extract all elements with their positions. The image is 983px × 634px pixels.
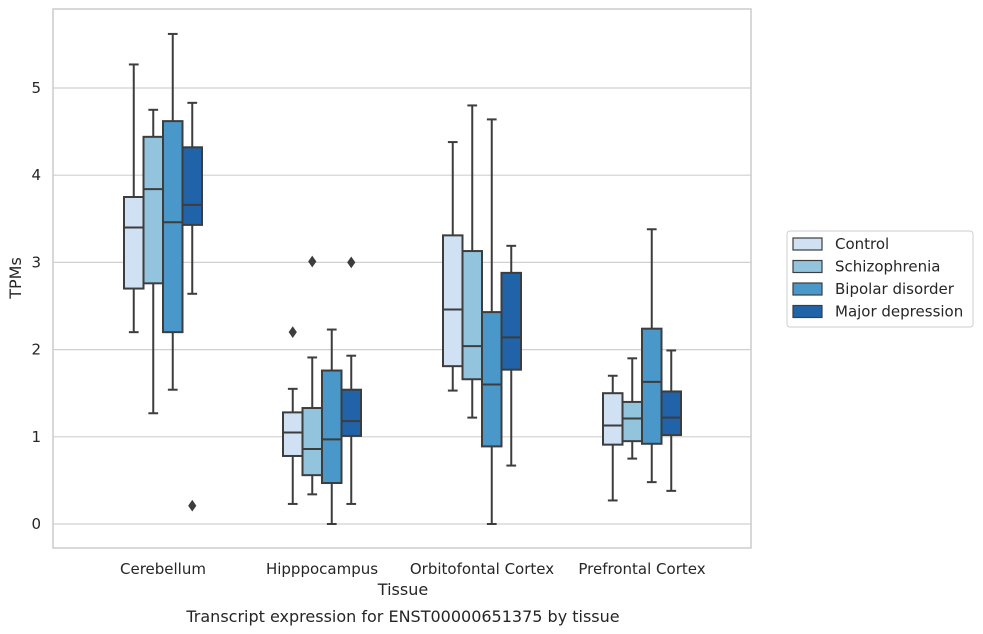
- box-iqr: [142, 135, 164, 285]
- x-tick-label: Orbitofontal Cortex: [410, 560, 554, 578]
- legend-label: Schizophrenia: [835, 258, 940, 276]
- plot-area: [52, 8, 752, 549]
- x-axis-ticks: Cerebellum Hipppocampus Orbitofontal Corte…: [120, 560, 706, 578]
- y-axis-ticks: 0 1 2 3 4 5: [31, 79, 41, 533]
- box-major-depression: [181, 101, 203, 512]
- box-series: [123, 32, 682, 525]
- box-iqr: [621, 400, 643, 443]
- outlier-point: [188, 499, 197, 512]
- legend-swatch: [792, 304, 823, 319]
- x-axis-title: Tissue: [377, 580, 428, 599]
- box-iqr: [282, 411, 304, 457]
- box-iqr: [442, 234, 464, 368]
- box-bipolar-disorder: [481, 118, 503, 525]
- legend-label: Control: [835, 235, 889, 253]
- box-major-depression: [660, 349, 682, 492]
- box-iqr: [500, 271, 522, 371]
- legend: Control Schizophrenia Bipolar disorder Majo…: [786, 230, 974, 328]
- box-schizophrenia: [461, 104, 483, 419]
- box-iqr: [461, 250, 483, 381]
- y-tick-label: 5: [31, 79, 41, 97]
- outlier-point: [347, 256, 356, 269]
- outlier-point: [308, 255, 317, 268]
- box-iqr: [660, 390, 682, 437]
- box-control: [282, 326, 304, 505]
- box-schizophrenia: [142, 108, 164, 415]
- box-major-depression: [340, 256, 362, 505]
- box-iqr: [602, 392, 624, 446]
- x-tick-label: Cerebellum: [120, 560, 206, 578]
- y-axis-title: TPMs: [6, 257, 25, 300]
- x-tick-label: Hipppocampus: [266, 560, 378, 578]
- legend-frame: [786, 230, 974, 328]
- box-iqr: [181, 146, 203, 226]
- legend-swatch: [792, 237, 823, 251]
- box-major-depression: [500, 244, 522, 467]
- legend-swatch: [792, 259, 823, 274]
- box-iqr: [340, 388, 362, 437]
- y-tick-label: 3: [31, 253, 41, 271]
- box-iqr: [301, 407, 323, 477]
- box-iqr: [321, 369, 343, 485]
- x-tick-label: Prefrontal Cortex: [578, 560, 705, 578]
- box-bipolar-disorder: [162, 32, 184, 391]
- box-iqr: [162, 120, 184, 334]
- legend-swatch: [792, 282, 823, 296]
- legend-label: Major depression: [835, 303, 963, 321]
- box-schizophrenia: [621, 357, 643, 460]
- chart-caption: Transcript expression for ENST0000065137…: [185, 607, 619, 626]
- box-bipolar-disorder: [641, 228, 663, 484]
- box-schizophrenia: [301, 255, 323, 496]
- box-bipolar-disorder: [321, 328, 343, 525]
- box-control: [442, 141, 464, 392]
- box-iqr: [641, 327, 663, 445]
- y-tick-label: 0: [31, 515, 41, 533]
- y-tick-label: 2: [31, 341, 41, 359]
- box-iqr: [481, 311, 503, 448]
- box-iqr: [123, 196, 145, 290]
- legend-label: Bipolar disorder: [835, 280, 955, 298]
- y-tick-label: 4: [31, 166, 41, 184]
- outlier-point: [288, 326, 297, 339]
- box-control: [123, 63, 145, 334]
- y-tick-label: 1: [31, 428, 41, 446]
- box-control: [602, 374, 624, 502]
